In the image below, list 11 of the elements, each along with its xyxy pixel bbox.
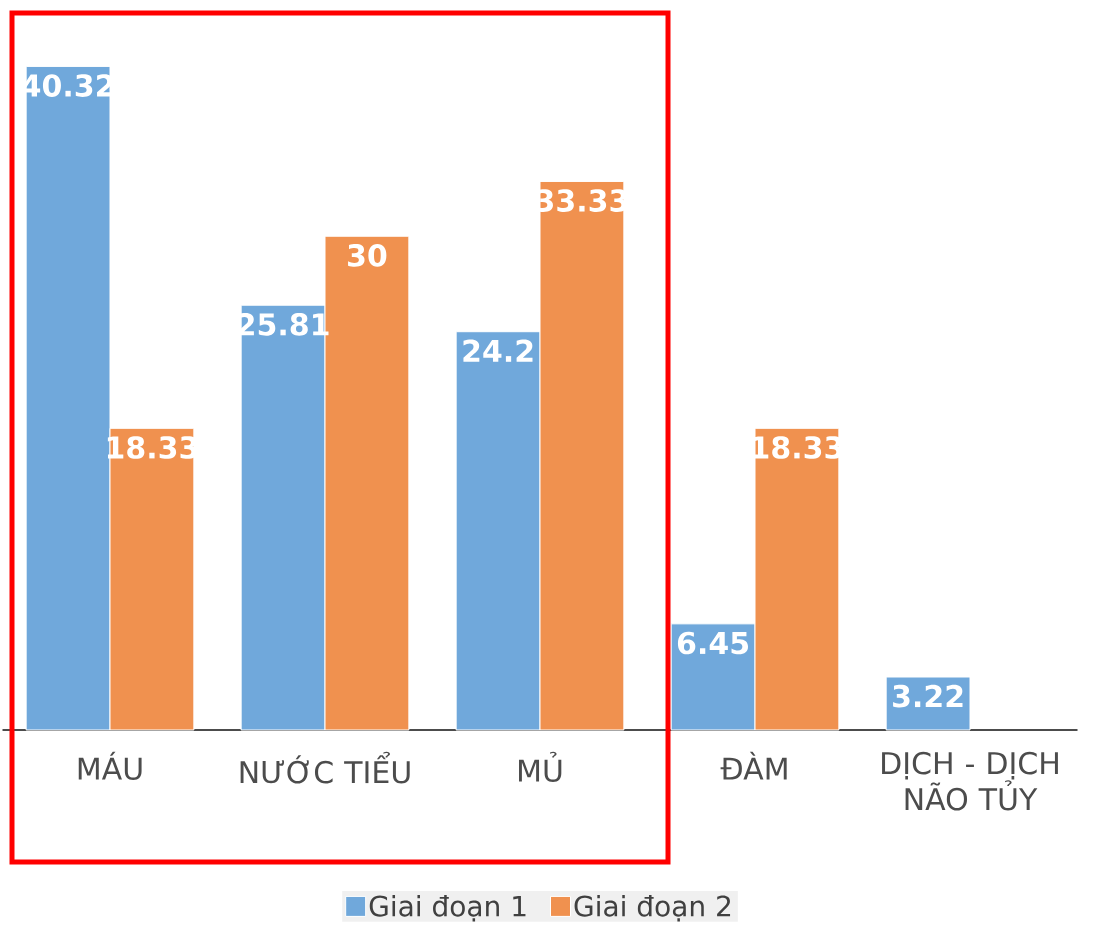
x-tick-label: MỦ [519,751,562,782]
data-label: 6.45 [677,631,749,655]
x-tick-label: ĐÀM [720,751,787,780]
x-tick-label: DỊCH - DỊCH NÃO TỦY [882,751,1058,811]
data-label: 30 [348,244,387,267]
legend-label: Giai đoạn 2 [574,895,731,922]
legend-label: Giai đoạn 1 [369,895,526,922]
data-label: 24.2 [463,339,533,362]
x-tick-label: MÁU [78,751,142,781]
data-label: 3.22 [893,684,963,708]
x-tick-label: NƯỚC TIỂU [240,751,410,784]
